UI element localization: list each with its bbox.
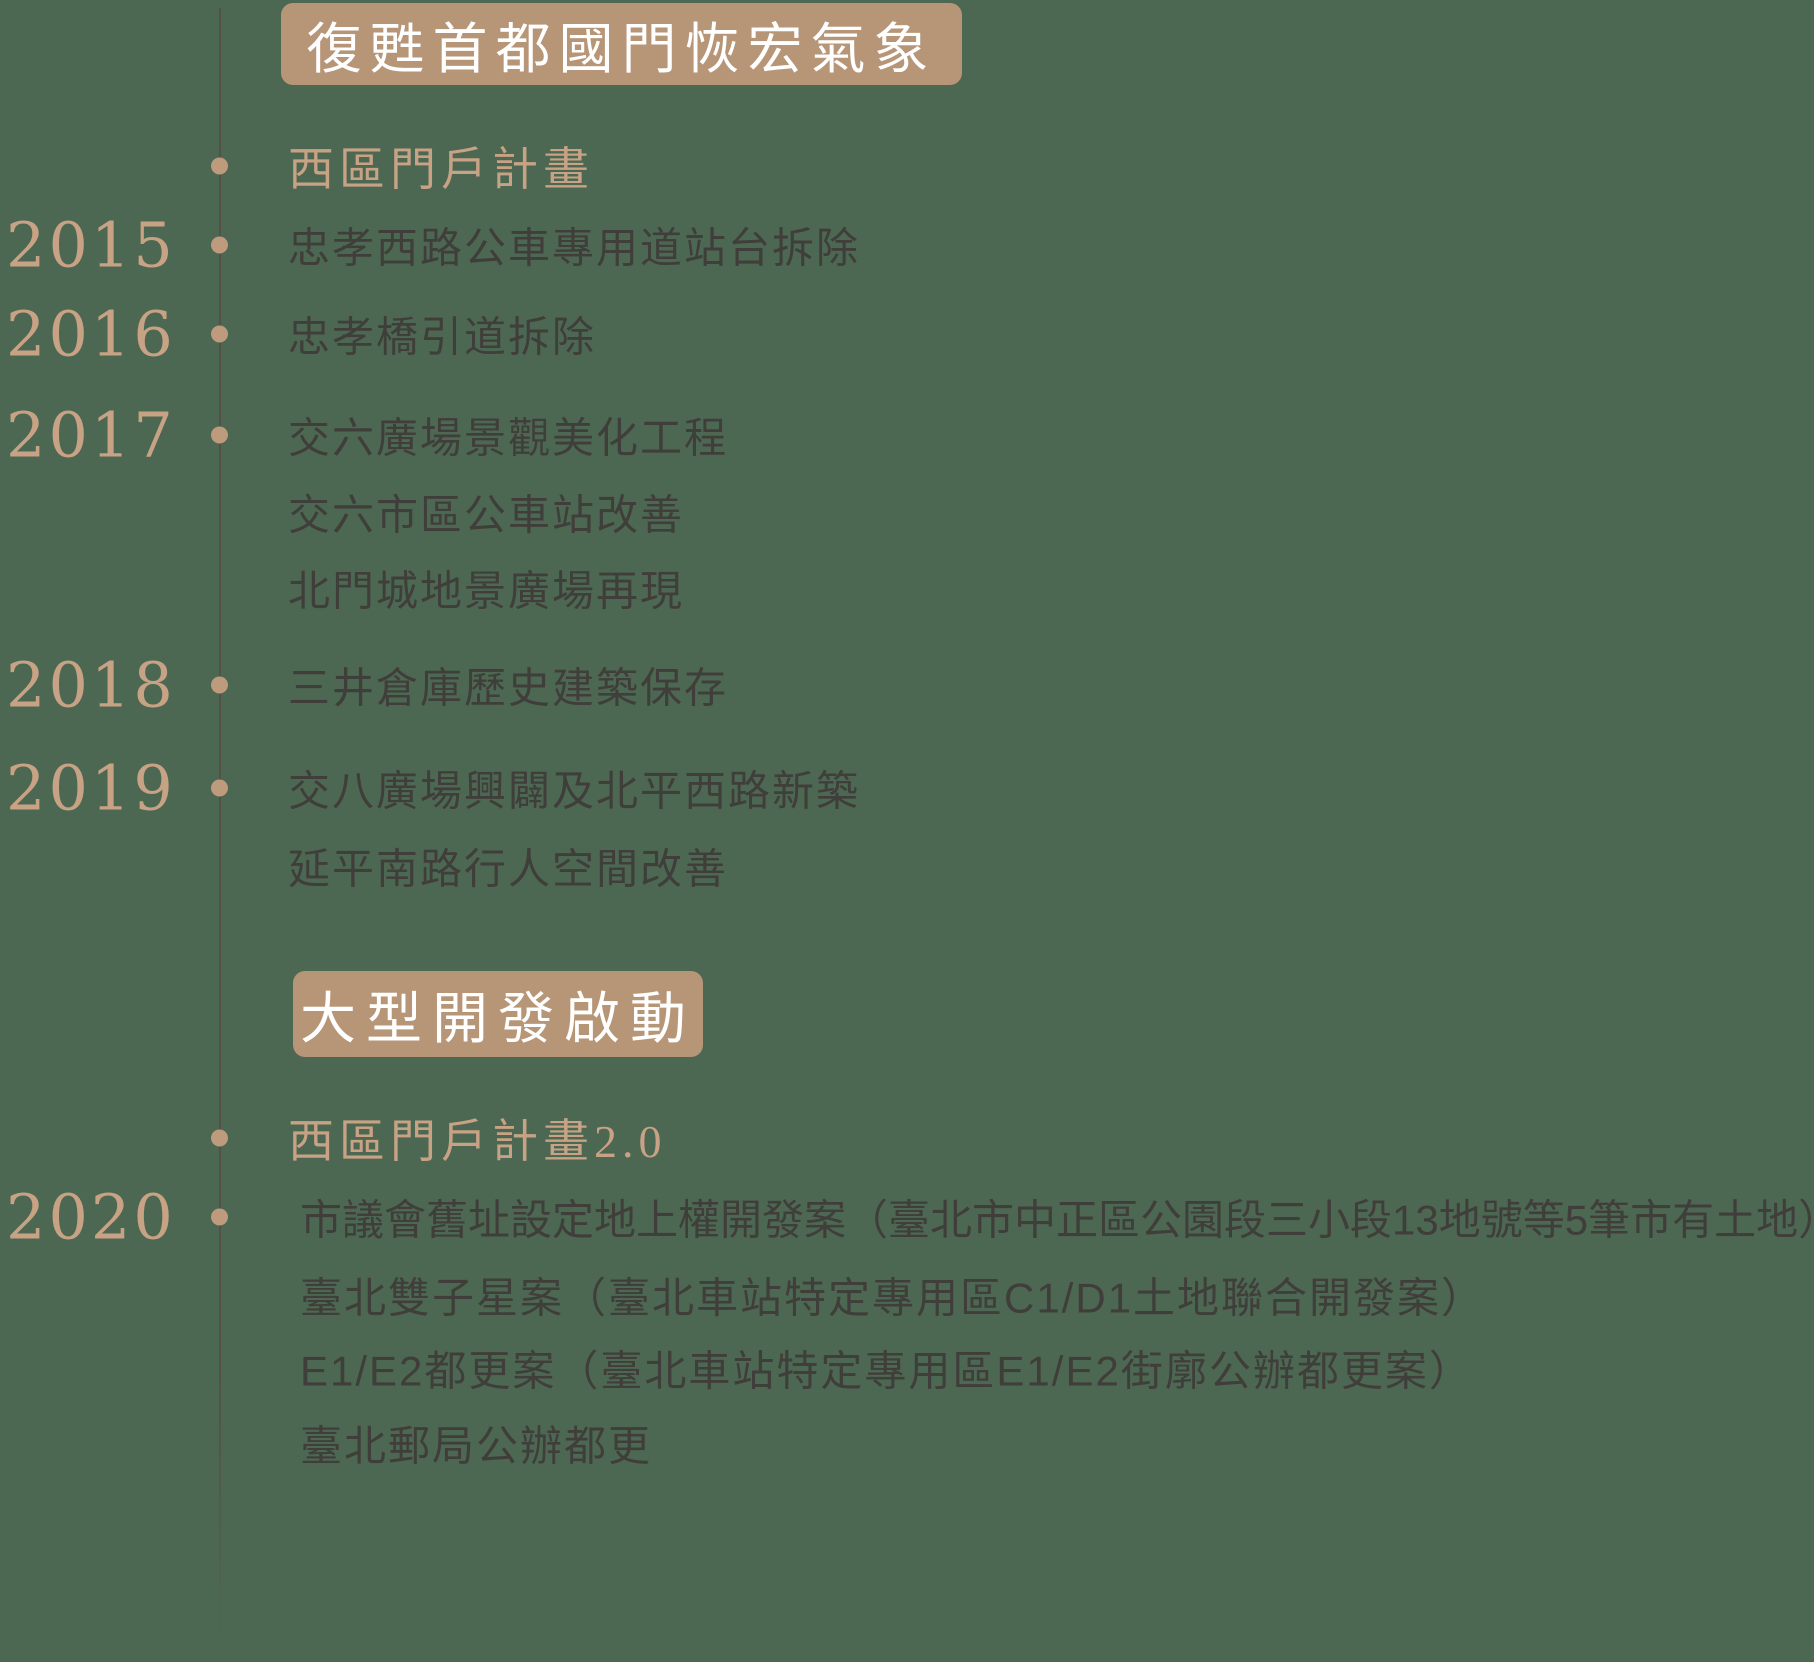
- section-header-label: 復甦首都國門恢宏氣象: [306, 19, 937, 80]
- timeline-dot: [211, 779, 228, 797]
- timeline-row: 臺北郵局公辦都更: [0, 1403, 1814, 1483]
- project-title: 西區門戶計畫2.0: [288, 1116, 667, 1167]
- project-title: 西區門戶計畫: [288, 144, 594, 195]
- timeline-row: 2019 交八廣場興闢及北平西路新築: [0, 748, 1814, 828]
- milestone-text: 忠孝西路公車專用道站台拆除: [288, 224, 861, 272]
- milestone-text: 臺北郵局公辦都更: [300, 1422, 653, 1470]
- milestone-text: 交六廣場景觀美化工程: [288, 414, 729, 462]
- timeline-row: 2018 三井倉庫歷史建築保存: [0, 645, 1814, 725]
- timeline-axis-line: [219, 8, 221, 1654]
- timeline-row: 2015 忠孝西路公車專用道站台拆除: [0, 205, 1814, 285]
- milestone-text: 交八廣場興闢及北平西路新築: [288, 767, 861, 815]
- milestone-text: 三井倉庫歷史建築保存: [288, 664, 729, 712]
- year-label: 2020: [6, 1180, 176, 1254]
- timeline-row: E1/E2都更案（臺北車站特定專用區E1/E2街廓公辦都更案）: [0, 1328, 1814, 1408]
- milestone-text: 市議會舊址設定地上權開發案（臺北市中正區公園段三小段13地號等5筆市有土地）: [300, 1196, 1814, 1244]
- timeline-row: 2020 市議會舊址設定地上權開發案（臺北市中正區公園段三小段13地號等5筆市有…: [0, 1177, 1814, 1257]
- year-label: 2017: [6, 398, 176, 472]
- timeline-row: 2017 交六廣場景觀美化工程: [0, 395, 1814, 475]
- timeline-dot: [211, 676, 228, 694]
- year-label: 2016: [6, 297, 176, 371]
- section-header-major-development: 大型開發啟動: [293, 971, 703, 1057]
- timeline-dot: [211, 157, 228, 175]
- timeline-row: 2016 忠孝橋引道拆除: [0, 294, 1814, 374]
- milestone-text: 臺北雙子星案（臺北車站特定專用區C1/D1土地聯合開發案）: [300, 1274, 1486, 1322]
- section-header-capital-gateway: 復甦首都國門恢宏氣象: [281, 3, 962, 85]
- timeline-row: 臺北雙子星案（臺北車站特定專用區C1/D1土地聯合開發案）: [0, 1255, 1814, 1335]
- section-header-label: 大型開發啟動: [300, 988, 696, 1051]
- timeline-dot: [211, 1129, 228, 1147]
- milestone-text: 忠孝橋引道拆除: [288, 313, 597, 361]
- milestone-text: 延平南路行人空間改善: [288, 845, 729, 893]
- year-label: 2015: [6, 208, 176, 282]
- timeline-row: 西區門戶計畫: [0, 126, 1814, 206]
- milestone-text: 北門城地景廣場再現: [288, 567, 685, 615]
- timeline-row: 延平南路行人空間改善: [0, 826, 1814, 906]
- timeline-row: 西區門戶計畫2.0: [0, 1098, 1814, 1178]
- timeline-dot: [211, 236, 228, 254]
- timeline-row: 交六市區公車站改善: [0, 472, 1814, 552]
- year-label: 2018: [6, 648, 176, 722]
- timeline-row: 北門城地景廣場再現: [0, 548, 1814, 628]
- year-label: 2019: [6, 751, 176, 825]
- milestone-text: 交六市區公車站改善: [288, 491, 685, 539]
- timeline-dot: [211, 1208, 228, 1226]
- timeline-dot: [211, 426, 228, 444]
- timeline-dot: [211, 325, 228, 343]
- milestone-text: E1/E2都更案（臺北車站特定專用區E1/E2街廓公辦都更案）: [300, 1347, 1473, 1395]
